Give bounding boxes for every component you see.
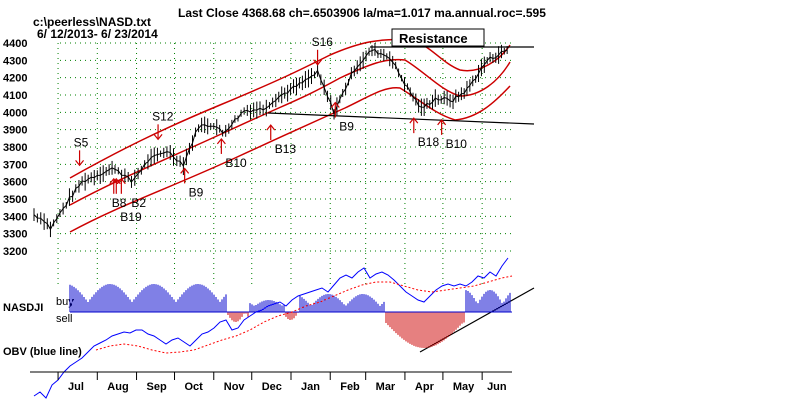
y-tick-label: 3500 bbox=[3, 194, 27, 206]
buy-arrow-head bbox=[180, 167, 190, 174]
y-tick-label: 3800 bbox=[3, 142, 27, 154]
month-label: Oct bbox=[185, 381, 204, 393]
y-tick-label: 3200 bbox=[3, 246, 27, 258]
upper-band bbox=[69, 38, 511, 179]
signal-label: B18 bbox=[418, 135, 440, 149]
buy-arrow-head bbox=[330, 101, 340, 108]
nasdji-label: NASDJI bbox=[3, 302, 43, 314]
obv-moving-average bbox=[95, 275, 513, 354]
sell-arrow-head bbox=[153, 133, 163, 141]
y-tick-label: 3600 bbox=[3, 177, 27, 189]
month-label: Aug bbox=[107, 381, 128, 393]
y-tick-label: 3900 bbox=[3, 125, 27, 137]
y-tick-label: 4300 bbox=[3, 55, 27, 67]
signal-label: S5 bbox=[74, 135, 89, 149]
signal-label: B10 bbox=[446, 137, 468, 151]
month-label: Feb bbox=[340, 381, 360, 393]
signal-label: B8 bbox=[112, 196, 127, 210]
nasdji-histogram bbox=[69, 284, 511, 348]
y-tick-label: 4000 bbox=[3, 107, 27, 119]
price-close-line bbox=[33, 48, 508, 231]
sell-arrow-head bbox=[313, 59, 323, 66]
buy-arrow-head bbox=[216, 137, 226, 145]
resistance-label: Resistance bbox=[399, 31, 468, 46]
y-tick-label: 3700 bbox=[3, 159, 27, 171]
date-range: 6/ 12/2013- 6/ 23/2014 bbox=[37, 27, 158, 41]
grid bbox=[57, 42, 512, 285]
month-label: May bbox=[453, 381, 475, 393]
obv-line bbox=[33, 257, 509, 399]
month-labels: Jul Aug Sep Oct Nov Dec Jan Feb Mar Apr May Jun bbox=[57, 372, 507, 393]
signal-label: B19 bbox=[120, 210, 142, 224]
nasdji-trendline bbox=[419, 287, 535, 353]
month-label: Jul bbox=[68, 381, 84, 393]
resistance-box bbox=[391, 28, 485, 47]
month-label: Sep bbox=[147, 381, 167, 393]
y-axis-ticks: 4400 4300 4200 4100 4000 3900 3800 3700 3600 3500… bbox=[3, 38, 27, 258]
y-tick-label: 3300 bbox=[3, 229, 27, 241]
y-tick-label: 4100 bbox=[3, 90, 27, 102]
month-label: Dec bbox=[262, 381, 282, 393]
month-label: Jan bbox=[301, 381, 320, 393]
month-label: Nov bbox=[224, 381, 246, 393]
obv-label: OBV (blue line) bbox=[3, 346, 82, 358]
month-label: Apr bbox=[415, 381, 435, 393]
signal-label: B9 bbox=[189, 185, 204, 199]
file-name: c:\peerless\NASD.txt bbox=[33, 15, 151, 29]
chart-title: Last Close 4368.68 ch=.6503906 la/ma=1.0… bbox=[178, 6, 546, 20]
signal-label: B2 bbox=[131, 196, 146, 210]
sell-label: sell bbox=[56, 313, 73, 325]
buy-arrow-head bbox=[111, 177, 121, 185]
y-tick-label: 4200 bbox=[3, 73, 27, 85]
lower-band bbox=[69, 85, 511, 233]
y-tick-label: 4400 bbox=[3, 38, 27, 50]
signal-label: B9 bbox=[339, 120, 354, 134]
sell-arrow-head bbox=[75, 159, 85, 167]
signal-label: S12 bbox=[152, 109, 174, 123]
month-label: Jun bbox=[487, 381, 507, 393]
buy-arrow-head bbox=[437, 118, 447, 126]
support-line bbox=[267, 112, 535, 125]
signal-label: S16 bbox=[312, 35, 334, 49]
month-label: Mar bbox=[376, 381, 396, 393]
buy-arrow-head bbox=[266, 124, 276, 131]
signal-label: B13 bbox=[275, 142, 297, 156]
buy-arrow-head bbox=[409, 117, 419, 124]
signal-label: B10 bbox=[225, 156, 247, 170]
y-tick-label: 3400 bbox=[3, 211, 27, 223]
